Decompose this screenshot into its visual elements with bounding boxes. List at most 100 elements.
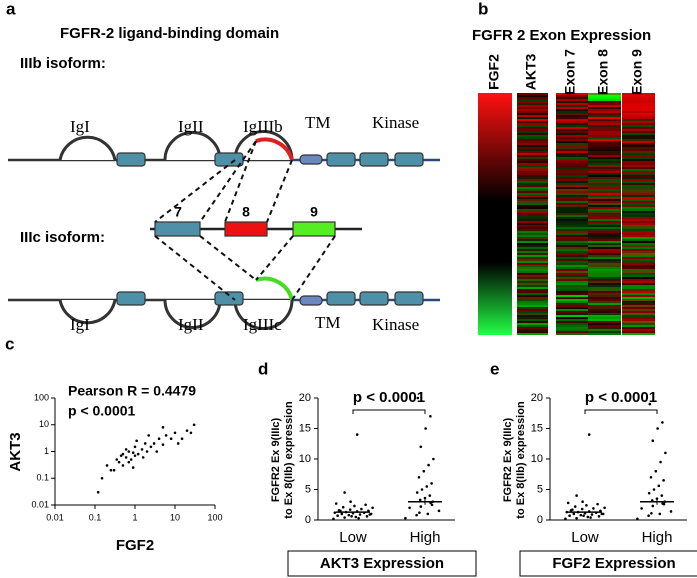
heatmap-stripe (588, 107, 621, 109)
heatmap-stripe (556, 331, 588, 333)
heatmap-stripe (622, 143, 655, 145)
heatmap-stripe (588, 147, 621, 149)
heatmap-stripe (622, 325, 655, 327)
heatmap-stripe (556, 297, 588, 299)
x-tick-label: 0.1 (89, 512, 102, 522)
heatmap-stripe (517, 253, 548, 255)
heatmap-stripe (622, 301, 655, 303)
y-axis-label: AKT3 (7, 432, 24, 471)
heatmap-stripe (588, 237, 621, 239)
heatmap-stripe (622, 273, 655, 275)
heatmap-stripe (622, 319, 655, 321)
data-point (169, 437, 173, 441)
data-point (657, 484, 661, 488)
heatmap-stripe (556, 101, 588, 103)
heatmap-stripe (622, 127, 655, 129)
heatmap-stripe (588, 281, 621, 283)
data-point (368, 513, 372, 516)
x-tick-label: Low (571, 529, 599, 546)
heatmap-stripe (588, 129, 621, 131)
connector-lines (154, 140, 336, 301)
heatmap-stripe (622, 211, 655, 213)
y-tick-label: 10 (39, 419, 49, 429)
data-point (147, 434, 150, 437)
heatmap-stripe (622, 161, 655, 163)
x-tick-label: 0.01 (46, 512, 64, 522)
domain-label: TM (315, 313, 341, 332)
heatmap-stripe (622, 265, 655, 267)
heatmap-stripe (588, 95, 621, 97)
heatmap-stripe (622, 105, 655, 107)
heatmap-stripe (588, 311, 621, 313)
data-point (571, 508, 574, 511)
heatmap-stripe (517, 171, 548, 173)
data-point (358, 513, 362, 516)
domain-label: IgII (178, 315, 204, 334)
heatmap-stripe (622, 167, 655, 169)
heatmap-stripe (556, 117, 588, 119)
heatmap-stripe (556, 129, 588, 131)
heatmap-stripe (517, 227, 548, 229)
heatmap-stripe (588, 219, 621, 221)
heatmap-stripe (517, 215, 548, 217)
heatmap-stripe (622, 151, 655, 153)
data-point (117, 460, 121, 464)
heatmap-stripe (556, 211, 588, 213)
data-point (585, 504, 588, 507)
heatmap-stripe (622, 281, 655, 283)
heatmap-stripe (517, 251, 548, 253)
heatmap-stripe (556, 305, 588, 307)
heatmap-stripe (622, 227, 655, 229)
heatmap-stripe (588, 273, 621, 275)
data-point (349, 500, 352, 504)
panel-label: c (5, 334, 14, 353)
data-point (404, 516, 407, 520)
heatmap-stripe (556, 191, 588, 193)
heatmap-stripe (556, 187, 588, 189)
heatmap-stripe (556, 249, 588, 251)
heatmap-stripe (622, 153, 655, 155)
heatmap-stripe (622, 169, 655, 171)
heatmap-stripe (517, 257, 548, 259)
heatmap-stripe (517, 275, 548, 277)
heatmap-stripe (556, 263, 588, 265)
heatmap-stripe (556, 159, 588, 161)
data-point (654, 469, 658, 473)
heatmap-stripe (588, 191, 621, 193)
panel-label: e (490, 359, 499, 378)
heatmap-stripe (556, 123, 588, 125)
x-tick-label: High (642, 529, 673, 546)
heatmap-stripe (556, 291, 588, 293)
data-point (136, 452, 140, 456)
heatmap-stripe (556, 135, 588, 137)
heatmap-stripe (517, 239, 548, 241)
heatmap-stripe (556, 201, 588, 203)
heatmap-stripe (588, 131, 621, 133)
annotation: p < 0.0001 (353, 389, 425, 406)
heatmap-stripe (556, 137, 588, 139)
heatmap-stripe (517, 111, 548, 113)
data-point (419, 445, 423, 449)
data-point (652, 488, 656, 491)
y-tick-label: 0.01 (31, 499, 49, 509)
y-tick-label: 5 (537, 483, 543, 495)
heatmap-stripe (556, 207, 588, 209)
heatmap-stripe (622, 255, 655, 257)
heatmap-stripe (556, 189, 588, 191)
heatmap-stripe (588, 159, 621, 161)
heatmap-stripe (622, 137, 655, 139)
heatmap-stripe (556, 161, 588, 163)
heatmap-stripe (622, 329, 655, 331)
heatmap-stripe (622, 175, 655, 177)
data-point (100, 476, 104, 480)
data-point (124, 448, 128, 451)
heatmap-stripe (517, 199, 548, 201)
data-point (566, 501, 570, 505)
heatmap-stripe (588, 333, 621, 335)
heatmap-stripe (556, 175, 588, 177)
heatmap-stripe (556, 225, 588, 227)
heatmap-stripe (588, 137, 621, 139)
heatmap-stripe (556, 141, 588, 143)
data-point (360, 507, 363, 511)
heatmap-stripe (556, 115, 588, 117)
